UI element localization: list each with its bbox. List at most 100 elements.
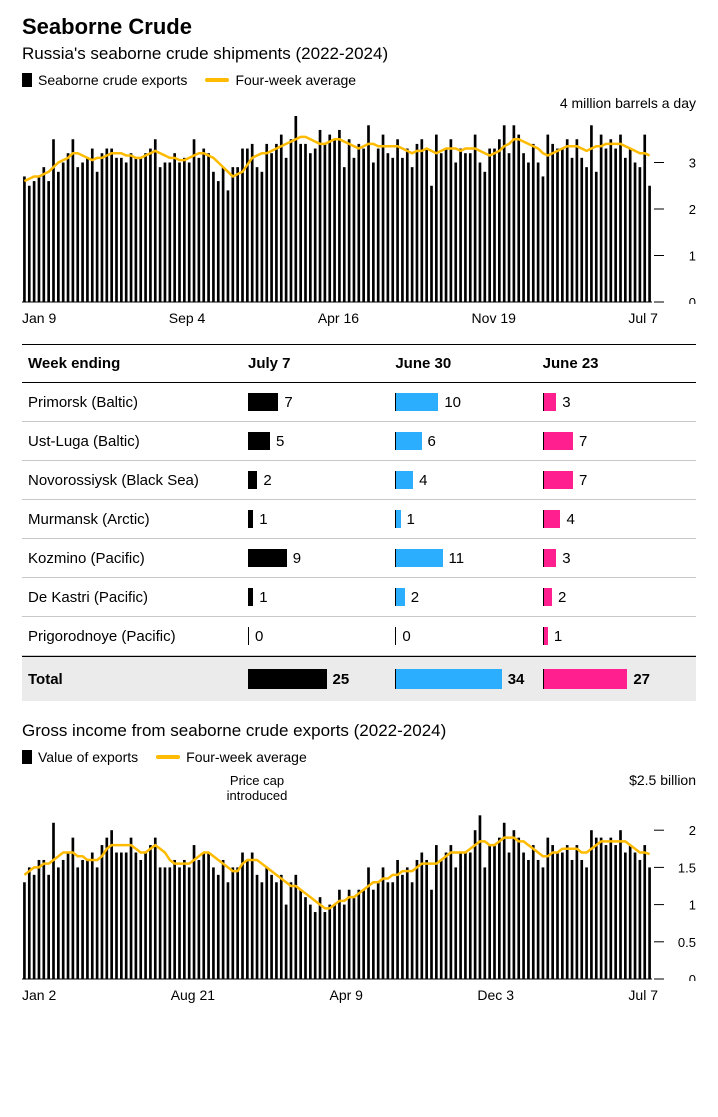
svg-text:2: 2 (689, 823, 696, 838)
chart2-svg: $2.5 billion 0 0.5 1 1.5 2 Price capintroduced (22, 771, 696, 981)
table-row-label: De Kastri (Pacific) (28, 589, 248, 606)
chart1-svg: 4 million barrels a day 0 1 2 3 (22, 94, 696, 304)
table-bar-cell: 34 (395, 669, 542, 689)
svg-text:4 million barrels a day: 4 million barrels a day (560, 95, 696, 111)
svg-text:$2.5 billion: $2.5 billion (629, 772, 696, 788)
table-bar-cell: 7 (543, 471, 690, 489)
table-header-cell: June 23 (543, 355, 690, 372)
chart2: $2.5 billion 0 0.5 1 1.5 2 Price capintroduced (22, 771, 696, 981)
x-tick-label: Apr 16 (318, 310, 359, 326)
table-row: Novorossiysk (Black Sea)247 (22, 461, 696, 500)
mini-bar (249, 510, 253, 528)
chart2-subtitle: Gross income from seaborne crude exports… (22, 721, 696, 741)
mini-bar (249, 669, 327, 689)
svg-text:2: 2 (689, 202, 696, 217)
mini-bar (249, 432, 270, 450)
table-value: 7 (284, 394, 292, 411)
table-row-label: Kozmino (Pacific) (28, 550, 248, 567)
table-total-row: Total 25 34 27 (22, 656, 696, 701)
table-value: 0 (255, 628, 263, 645)
table-bar-cell: 27 (543, 669, 690, 689)
page-title: Seaborne Crude (22, 14, 696, 40)
table-bar-cell: 1 (395, 510, 542, 528)
mini-bar (249, 393, 278, 411)
mini-bar (396, 432, 421, 450)
table-value: 3 (562, 550, 570, 567)
table-total-label: Total (28, 671, 248, 688)
table-value: 4 (566, 511, 574, 528)
chart2-legend: Value of exports Four-week average (22, 749, 696, 765)
svg-text:1.5: 1.5 (678, 860, 696, 875)
mini-bar (249, 588, 253, 606)
table-bar-cell: 3 (543, 393, 690, 411)
table-bar-cell: 0 (248, 627, 395, 645)
table-value: 4 (419, 472, 427, 489)
table-bar-cell: 1 (248, 510, 395, 528)
svg-text:3: 3 (689, 156, 696, 171)
table-value: 2 (411, 589, 419, 606)
legend-bar-label: Seaborne crude exports (38, 72, 187, 88)
bar-swatch-icon (22, 750, 32, 764)
table-row: Primorsk (Baltic) 7 103 (22, 383, 696, 422)
table-value: 25 (333, 671, 350, 688)
table-bar-cell: 3 (543, 549, 690, 567)
line-swatch-icon (156, 755, 180, 759)
legend-line-label: Four-week average (235, 72, 356, 88)
mini-bar (544, 549, 557, 567)
table-value: 9 (293, 550, 301, 567)
chart1-subtitle: Russia's seaborne crude shipments (2022-… (22, 44, 696, 64)
x-tick-label: Apr 9 (330, 987, 363, 1003)
table-header-cell: July 7 (248, 355, 395, 372)
table-row-label: Prigorodnoye (Pacific) (28, 628, 248, 645)
mini-bar (544, 588, 552, 606)
table-value: 1 (554, 628, 562, 645)
bar-swatch-icon (22, 73, 32, 87)
legend-bar-item: Seaborne crude exports (22, 72, 187, 88)
table-value: 1 (407, 511, 415, 528)
legend-bar-label: Value of exports (38, 749, 138, 765)
chart1-x-labels: Jan 9Sep 4Apr 16Nov 19Jul 7 (22, 308, 696, 326)
svg-text:Price capintroduced: Price capintroduced (227, 773, 288, 803)
table-row: Kozmino (Pacific) 9 11 3 (22, 539, 696, 578)
svg-text:0: 0 (689, 972, 696, 981)
table-bar-cell: 5 (248, 432, 395, 450)
table-bar-cell: 1 (543, 627, 690, 645)
chart2-x-labels: Jan 2Aug 21Apr 9Dec 3Jul 7 (22, 985, 696, 1003)
table-value: 6 (428, 433, 436, 450)
svg-text:0.5: 0.5 (678, 935, 696, 950)
line-swatch-icon (205, 78, 229, 82)
x-tick-label: Sep 4 (169, 310, 206, 326)
x-tick-label: Jul 7 (628, 987, 658, 1003)
table-bar-cell: 4 (543, 510, 690, 528)
table-row: Ust-Luga (Baltic)567 (22, 422, 696, 461)
mini-bar (544, 669, 628, 689)
legend-bar-item: Value of exports (22, 749, 138, 765)
table-bar-cell: 2 (543, 588, 690, 606)
svg-text:1: 1 (689, 249, 696, 264)
table-bar-cell: 4 (395, 471, 542, 489)
table-value: 7 (579, 433, 587, 450)
x-tick-label: Jul 7 (628, 310, 658, 326)
table-row-label: Primorsk (Baltic) (28, 394, 248, 411)
x-tick-label: Jan 2 (22, 987, 56, 1003)
table-header: Week endingJuly 7June 30June 23 (22, 344, 696, 383)
table-value: 1 (259, 589, 267, 606)
chart1-legend: Seaborne crude exports Four-week average (22, 72, 696, 88)
legend-line-item: Four-week average (205, 72, 356, 88)
table-value: 34 (508, 671, 525, 688)
table-bar-cell: 10 (395, 393, 542, 411)
mini-bar (396, 549, 442, 567)
x-tick-label: Aug 21 (171, 987, 215, 1003)
chart1: 4 million barrels a day 0 1 2 3 (22, 94, 696, 304)
mini-bar (544, 393, 557, 411)
table-header-cell: June 30 (395, 355, 542, 372)
table-value: 2 (263, 472, 271, 489)
table-row: Murmansk (Arctic)114 (22, 500, 696, 539)
ports-table: Week endingJuly 7June 30June 23Primorsk … (22, 344, 696, 701)
svg-text:0: 0 (689, 295, 696, 304)
svg-text:1: 1 (689, 898, 696, 913)
table-bar-cell: 11 (395, 549, 542, 567)
table-bar-cell: 0 (395, 627, 542, 645)
table-row: De Kastri (Pacific) 1 2 2 (22, 578, 696, 617)
table-bar-cell: 9 (248, 549, 395, 567)
